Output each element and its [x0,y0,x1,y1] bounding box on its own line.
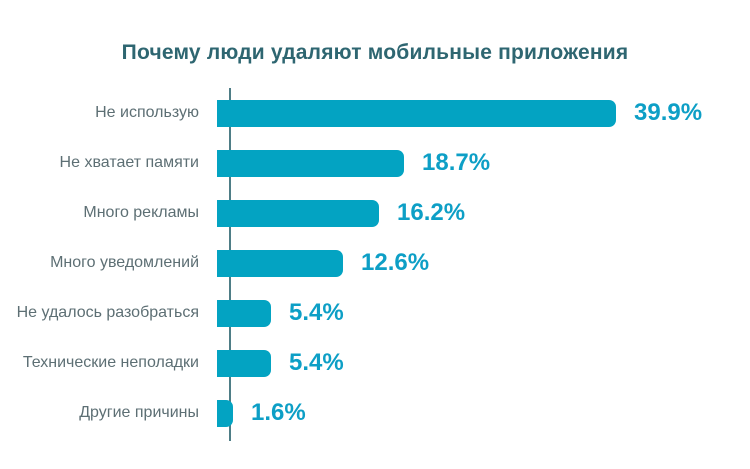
bar-row: Много уведомлений 12.6% [0,238,750,288]
category-label: Много уведомлений [50,254,199,271]
category-label: Технические неполадки [22,354,199,371]
category-label: Не использую [95,104,199,121]
bar [217,349,271,377]
value-label: 1.6% [251,399,306,426]
bar [217,249,343,277]
bar-track: 12.6% [215,238,750,288]
value-label: 5.4% [289,349,344,376]
bar-row: Не использую 39.9% [0,88,750,138]
bar-track: 1.6% [215,388,750,438]
category-label: Много рекламы [83,204,199,221]
bar-row: Не хватает памяти 18.7% [0,138,750,188]
value-label: 39.9% [634,99,703,126]
value-label: 18.7% [422,149,491,176]
value-label: 5.4% [289,299,344,326]
bar [217,299,271,327]
value-label: 16.2% [397,199,466,226]
bar [217,99,616,127]
value-label: 12.6% [361,249,430,276]
bar-track: 5.4% [215,288,750,338]
bar-row: Технические неполадки 5.4% [0,338,750,388]
chart-area: Не использую 39.9% Не хватает памяти 18.… [0,88,750,441]
bar [217,399,233,427]
category-label: Не удалось разобраться [16,304,199,321]
bar-track: 18.7% [215,138,750,188]
category-label: Другие причины [79,404,199,421]
bar-track: 39.9% [215,88,750,138]
bar-row: Не удалось разобраться 5.4% [0,288,750,338]
chart-title: Почему люди удаляют мобильные приложения [121,41,629,64]
bar-row: Другие причины 1.6% [0,388,750,438]
category-label: Не хватает памяти [59,154,199,171]
bar [217,149,404,177]
bar-track: 16.2% [215,188,750,238]
bar-row: Много рекламы 16.2% [0,188,750,238]
bar-track: 5.4% [215,338,750,388]
bar [217,199,379,227]
